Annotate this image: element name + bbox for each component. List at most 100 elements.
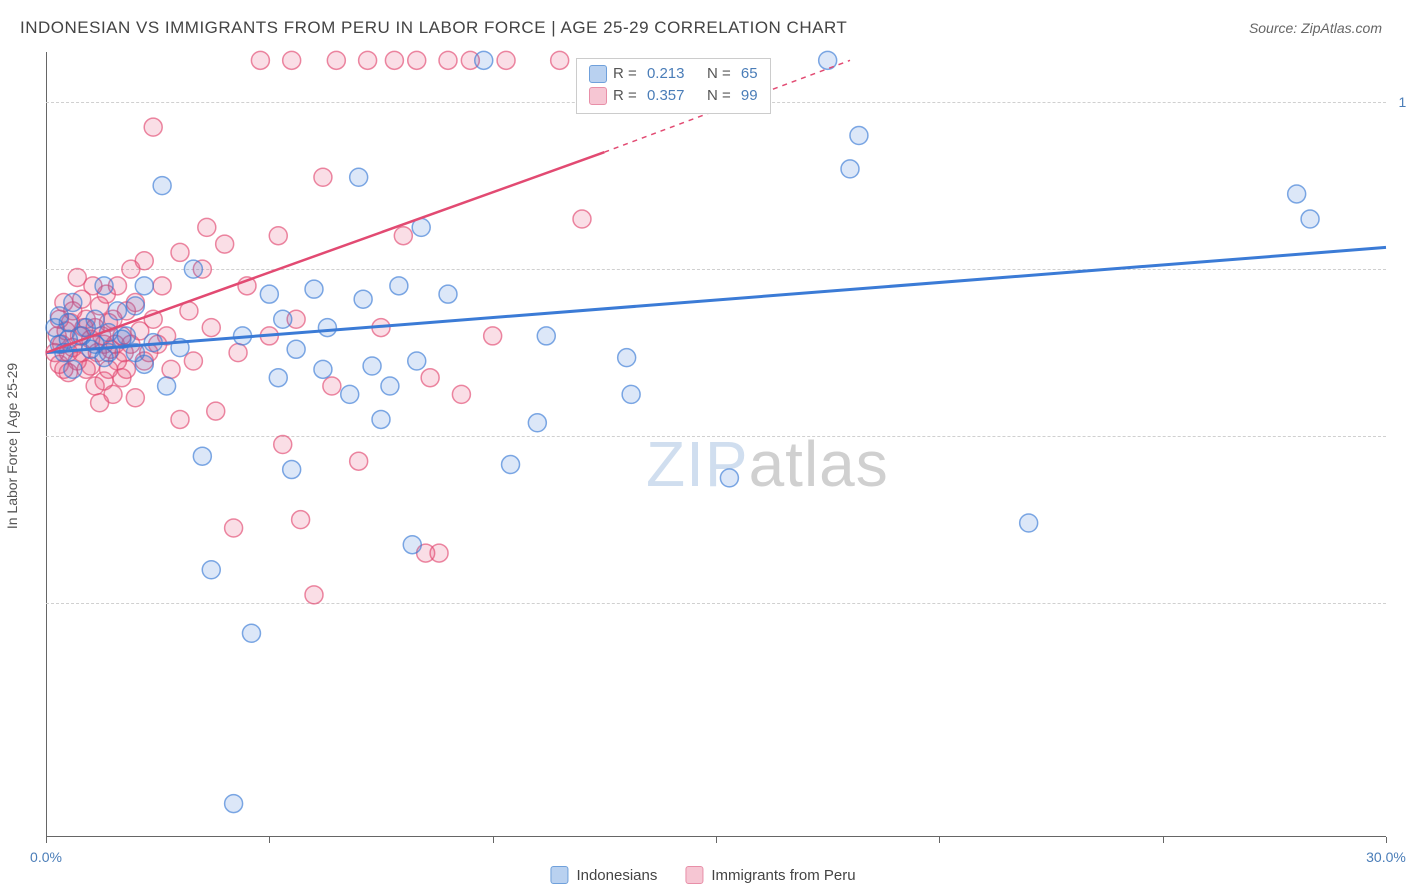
plot-area: ZIPatlas R = 0.213N = 65R = 0.357N = 99 … — [46, 52, 1386, 837]
data-point — [475, 51, 493, 69]
data-point — [184, 260, 202, 278]
data-point — [439, 285, 457, 303]
data-point — [484, 327, 502, 345]
legend-r-label: R = — [613, 85, 641, 107]
data-point — [184, 352, 202, 370]
data-point — [1288, 185, 1306, 203]
legend-swatch — [589, 87, 607, 105]
data-point — [354, 290, 372, 308]
data-point — [819, 51, 837, 69]
series-legend-item: Immigrants from Peru — [685, 866, 855, 884]
data-point — [381, 377, 399, 395]
legend-row: R = 0.357 N = 99 — [589, 85, 758, 107]
data-point — [497, 51, 515, 69]
legend-n-label: N = — [707, 85, 735, 107]
data-point — [117, 327, 135, 345]
data-point — [202, 561, 220, 579]
trend-line — [46, 247, 1386, 352]
data-point — [86, 310, 104, 328]
legend-swatch — [685, 866, 703, 884]
series-legend-label: Indonesians — [576, 867, 657, 884]
x-tick-label: 0.0% — [30, 849, 62, 865]
data-point — [117, 360, 135, 378]
y-tick-label: 100.0% — [1394, 94, 1406, 110]
data-point — [372, 410, 390, 428]
data-point — [229, 344, 247, 362]
data-point — [95, 277, 113, 295]
data-point — [305, 280, 323, 298]
data-point — [502, 456, 520, 474]
legend-n-value: 65 — [741, 63, 758, 85]
data-point — [841, 160, 859, 178]
data-point — [1301, 210, 1319, 228]
data-point — [153, 177, 171, 195]
data-point — [64, 360, 82, 378]
data-point — [144, 118, 162, 136]
data-point — [135, 277, 153, 295]
series-legend-label: Immigrants from Peru — [711, 867, 855, 884]
data-point — [305, 586, 323, 604]
source-attribution: Source: ZipAtlas.com — [1249, 20, 1382, 36]
x-tick — [269, 837, 270, 843]
y-tick-label: 70.0% — [1394, 595, 1406, 611]
legend-r-label: R = — [613, 63, 641, 85]
legend-row: R = 0.213N = 65 — [589, 63, 758, 85]
legend-r-value: 0.357 — [647, 85, 693, 107]
x-tick — [1386, 837, 1387, 843]
data-point — [269, 227, 287, 245]
data-point — [573, 210, 591, 228]
data-point — [430, 544, 448, 562]
data-point — [104, 385, 122, 403]
data-point — [350, 168, 368, 186]
data-point — [394, 227, 412, 245]
x-tick — [493, 837, 494, 843]
data-point — [283, 461, 301, 479]
x-tick-label: 30.0% — [1366, 849, 1406, 865]
data-point — [202, 319, 220, 337]
y-tick-label: 80.0% — [1394, 428, 1406, 444]
data-point — [537, 327, 555, 345]
y-tick-label: 90.0% — [1394, 261, 1406, 277]
data-point — [408, 51, 426, 69]
scatter-svg — [46, 52, 1386, 837]
header-row: INDONESIAN VS IMMIGRANTS FROM PERU IN LA… — [20, 18, 1382, 38]
data-point — [341, 385, 359, 403]
data-point — [283, 51, 301, 69]
data-point — [850, 127, 868, 145]
data-point — [59, 314, 77, 332]
data-point — [292, 511, 310, 529]
data-point — [1020, 514, 1038, 532]
data-point — [251, 51, 269, 69]
y-axis-label: In Labor Force | Age 25-29 — [4, 363, 20, 529]
correlation-legend: R = 0.213N = 65R = 0.357 N = 99 — [576, 58, 771, 114]
data-point — [314, 168, 332, 186]
legend-swatch — [550, 866, 568, 884]
data-point — [274, 436, 292, 454]
data-point — [327, 51, 345, 69]
data-point — [108, 302, 126, 320]
data-point — [193, 447, 211, 465]
chart-title: INDONESIAN VS IMMIGRANTS FROM PERU IN LA… — [20, 18, 847, 38]
legend-r-value: 0.213 — [647, 63, 693, 85]
data-point — [171, 410, 189, 428]
data-point — [260, 285, 278, 303]
data-point — [64, 294, 82, 312]
data-point — [171, 243, 189, 261]
x-tick — [716, 837, 717, 843]
data-point — [198, 218, 216, 236]
data-point — [452, 385, 470, 403]
data-point — [363, 357, 381, 375]
x-tick — [939, 837, 940, 843]
x-tick — [1163, 837, 1164, 843]
data-point — [242, 624, 260, 642]
data-point — [720, 469, 738, 487]
data-point — [439, 51, 457, 69]
x-tick — [46, 837, 47, 843]
data-point — [618, 349, 636, 367]
data-point — [135, 355, 153, 373]
legend-n-value: 99 — [741, 85, 758, 107]
data-point — [323, 377, 341, 395]
data-point — [314, 360, 332, 378]
data-point — [408, 352, 426, 370]
data-point — [162, 360, 180, 378]
